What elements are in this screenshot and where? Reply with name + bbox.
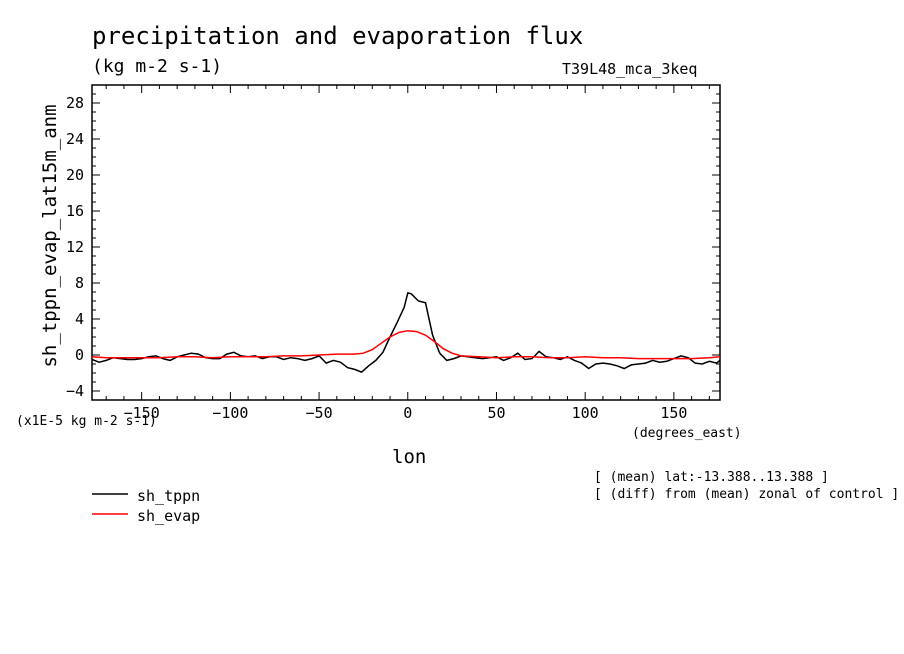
y-tick-label: 16 <box>66 202 84 220</box>
y-tick-label: 8 <box>75 274 84 292</box>
plot-frame <box>91 84 721 401</box>
legend-label-sh-evap: sh_evap <box>137 507 201 525</box>
note-diff-control: [ (diff) from (mean) zonal of control ] <box>594 487 900 502</box>
y-tick-label: −4 <box>66 382 84 400</box>
y-tick-label: 0 <box>75 346 84 364</box>
y-tick-label: 24 <box>66 130 84 148</box>
x-axis-label: lon <box>392 446 427 468</box>
y-tick-label: 20 <box>66 166 84 184</box>
x-tick-label: 50 <box>487 404 505 422</box>
y-axis-units: (x1E-5 kg m-2 s-1) <box>16 414 157 429</box>
series-line-sh-evap <box>92 329 720 360</box>
y-tick-label: 4 <box>75 310 84 328</box>
x-tick-label: −150 <box>124 404 160 422</box>
note-mean-lat: [ (mean) lat:-13.388..13.388 ] <box>594 470 829 485</box>
y-tick-label: 28 <box>66 94 84 112</box>
chart-subtitle: (kg m-2 s-1) <box>92 56 223 77</box>
chart-title: precipitation and evaporation flux <box>92 22 584 50</box>
x-axis-units: (degrees_east) <box>632 426 742 441</box>
run-id-label: T39L48_mca_3keq <box>562 60 698 78</box>
x-tick-label: 150 <box>660 404 687 422</box>
y-tick-label: 12 <box>66 238 84 256</box>
x-tick-label: −100 <box>212 404 248 422</box>
x-tick-label: −50 <box>306 404 333 422</box>
series-line-sh-tppn <box>92 291 720 373</box>
x-tick-label: 0 <box>403 404 412 422</box>
x-tick-label: 100 <box>572 404 599 422</box>
legend-label-sh-tppn: sh_tppn <box>137 487 201 505</box>
